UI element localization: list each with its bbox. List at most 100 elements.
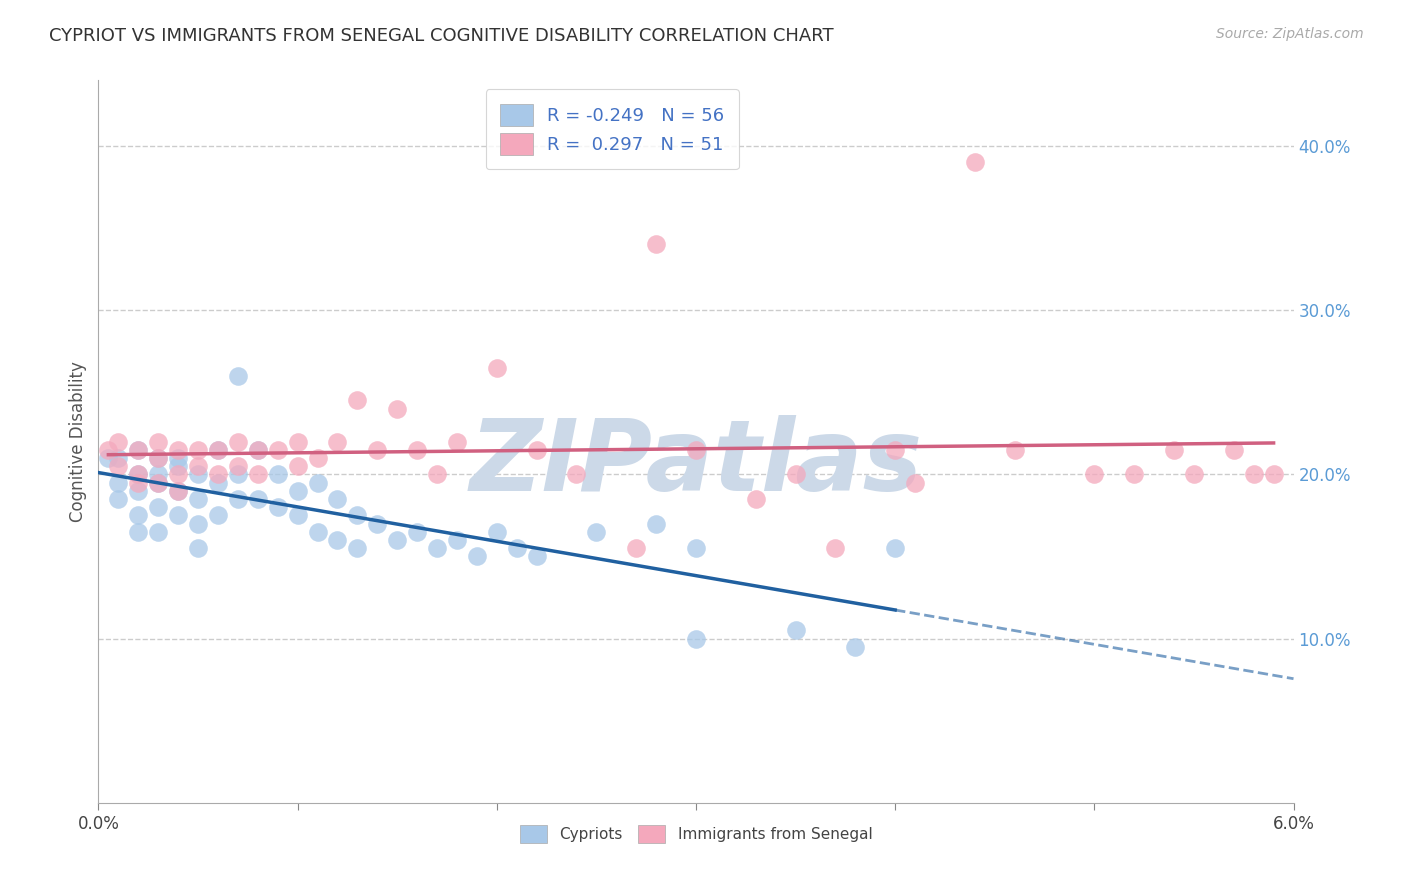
Point — [127, 467, 149, 482]
Point — [207, 467, 229, 482]
Point — [1083, 467, 1105, 482]
Point — [187, 442, 209, 457]
Point — [406, 524, 429, 539]
Point — [346, 541, 368, 556]
Y-axis label: Cognitive Disability: Cognitive Disability — [69, 361, 87, 522]
Point — [107, 434, 129, 449]
Point — [267, 500, 290, 515]
Point — [565, 467, 588, 482]
Point — [148, 475, 170, 490]
Point — [107, 450, 129, 465]
Point — [385, 401, 409, 416]
Point — [585, 524, 607, 539]
Point — [465, 549, 488, 564]
Point — [287, 508, 309, 523]
Point — [1263, 467, 1285, 482]
Point — [307, 524, 329, 539]
Text: Source: ZipAtlas.com: Source: ZipAtlas.com — [1216, 27, 1364, 41]
Point — [1182, 467, 1205, 482]
Point — [148, 524, 170, 539]
Point — [287, 434, 309, 449]
Point — [207, 508, 229, 523]
Point — [127, 508, 149, 523]
Point — [366, 516, 388, 531]
Point — [506, 541, 529, 556]
Point — [626, 541, 648, 556]
Point — [226, 491, 249, 506]
Point — [824, 541, 846, 556]
Point — [207, 442, 229, 457]
Point — [346, 393, 368, 408]
Point — [1163, 442, 1185, 457]
Point — [446, 533, 468, 547]
Point — [127, 467, 149, 482]
Point — [884, 442, 907, 457]
Point — [1223, 442, 1246, 457]
Point — [148, 467, 170, 482]
Point — [97, 442, 120, 457]
Point — [785, 624, 807, 638]
Point — [167, 508, 190, 523]
Point — [127, 475, 149, 490]
Point — [446, 434, 468, 449]
Point — [267, 467, 290, 482]
Point — [645, 516, 668, 531]
Point — [187, 516, 209, 531]
Point — [485, 524, 508, 539]
Point — [385, 533, 409, 547]
Point — [1004, 442, 1026, 457]
Point — [226, 368, 249, 383]
Point — [226, 459, 249, 474]
Point — [148, 434, 170, 449]
Point — [406, 442, 429, 457]
Point — [963, 155, 986, 169]
Legend: Cypriots, Immigrants from Senegal: Cypriots, Immigrants from Senegal — [513, 819, 879, 849]
Point — [307, 475, 329, 490]
Point — [307, 450, 329, 465]
Point — [187, 467, 209, 482]
Point — [167, 450, 190, 465]
Point — [645, 237, 668, 252]
Point — [844, 640, 866, 654]
Point — [167, 442, 190, 457]
Point — [207, 442, 229, 457]
Point — [346, 508, 368, 523]
Point — [685, 541, 707, 556]
Point — [167, 483, 190, 498]
Point — [127, 483, 149, 498]
Point — [187, 541, 209, 556]
Point — [426, 541, 449, 556]
Point — [148, 450, 170, 465]
Point — [485, 360, 508, 375]
Point — [1123, 467, 1146, 482]
Point — [326, 434, 349, 449]
Point — [904, 475, 927, 490]
Point — [785, 467, 807, 482]
Point — [326, 533, 349, 547]
Point — [167, 483, 190, 498]
Point — [207, 475, 229, 490]
Point — [167, 467, 190, 482]
Point — [246, 442, 269, 457]
Point — [246, 467, 269, 482]
Point — [526, 442, 548, 457]
Point — [167, 459, 190, 474]
Point — [107, 491, 129, 506]
Point — [267, 442, 290, 457]
Point — [226, 467, 249, 482]
Point — [685, 442, 707, 457]
Point — [884, 541, 907, 556]
Point — [148, 500, 170, 515]
Point — [107, 459, 129, 474]
Point — [148, 450, 170, 465]
Point — [246, 491, 269, 506]
Point — [426, 467, 449, 482]
Point — [107, 475, 129, 490]
Point — [127, 442, 149, 457]
Point — [187, 491, 209, 506]
Text: CYPRIOT VS IMMIGRANTS FROM SENEGAL COGNITIVE DISABILITY CORRELATION CHART: CYPRIOT VS IMMIGRANTS FROM SENEGAL COGNI… — [49, 27, 834, 45]
Point — [127, 524, 149, 539]
Point — [326, 491, 349, 506]
Point — [287, 459, 309, 474]
Point — [366, 442, 388, 457]
